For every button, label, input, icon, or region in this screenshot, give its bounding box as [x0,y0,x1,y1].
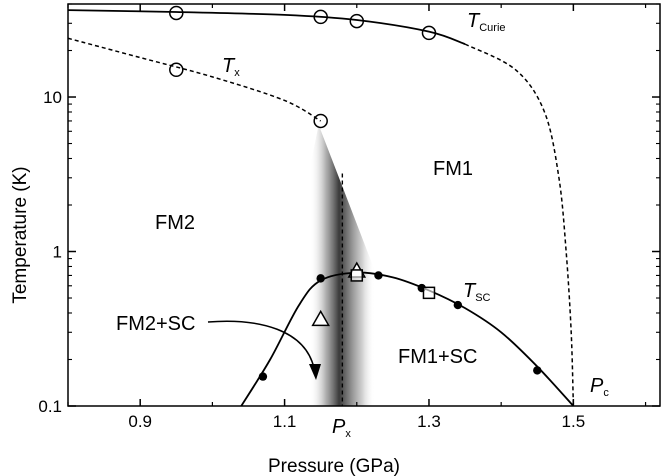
region-label-fm2: FM2 [155,212,195,234]
filled-circle-marker [258,372,268,381]
open-circle-marker [349,13,365,29]
x-tick-label: 1.1 [273,412,297,431]
y-axis-title: Temperature (K) [10,166,31,303]
filled-circle-marker [374,271,383,280]
y-tick-label: 1 [53,243,62,262]
pc-label-sub: c [603,387,609,399]
tcurie-label: TCurie [467,10,506,34]
tsc-label-main: T [463,280,477,302]
tcurie-label-sub: Curie [479,22,505,34]
tsc-curve [240,271,575,407]
open-circle-marker [169,62,184,78]
x-tick-label: 0.9 [128,412,152,431]
pc-label-main: P [590,375,604,397]
open-square-marker [350,269,364,282]
open-circle-marker [313,113,328,129]
tx-label: Tx [222,55,240,79]
data-markers [169,5,542,381]
filled-circle-marker [316,274,325,283]
curves [67,9,575,407]
open-circle-marker [421,25,437,41]
fm2-sc-arrow [207,320,315,369]
x-axis-title: Pressure (GPa) [268,456,400,476]
filled-circle-marker [533,366,542,375]
tcurie-curve-extrapolated [464,43,575,407]
tcurie-label-main: T [467,10,481,32]
open-triangle-marker [311,309,330,327]
region-label-fm2-sc: FM2+SC [116,313,195,335]
open-circle-marker [313,9,328,25]
x-tick-label: 1.3 [417,412,441,431]
tx-label-sub: x [234,67,240,79]
pc-label: Pc [590,375,609,399]
ticks: 0.9 1.1 1.3 1.5 0.1 1 10 [38,3,660,431]
tsc-label: TSC [463,280,491,304]
open-square-marker [422,286,436,300]
y-tick-label: 0.1 [38,397,62,416]
filled-circle-marker [453,300,463,310]
y-tick-label: 10 [43,88,62,107]
tcurie-curve [67,9,466,45]
open-circle-marker [169,5,184,21]
fm2-sc-arrowhead [309,364,321,380]
region-label-fm1-sc: FM1+SC [398,346,477,368]
tsc-label-sub: SC [475,292,490,304]
tx-label-main: T [222,55,236,77]
tx-curve [67,37,322,122]
px-label-main: P [332,416,346,438]
px-label-sub: x [345,428,351,440]
region-label-fm1: FM1 [433,158,473,180]
px-label: Px [332,416,351,440]
x-tick-label: 1.5 [562,412,586,431]
